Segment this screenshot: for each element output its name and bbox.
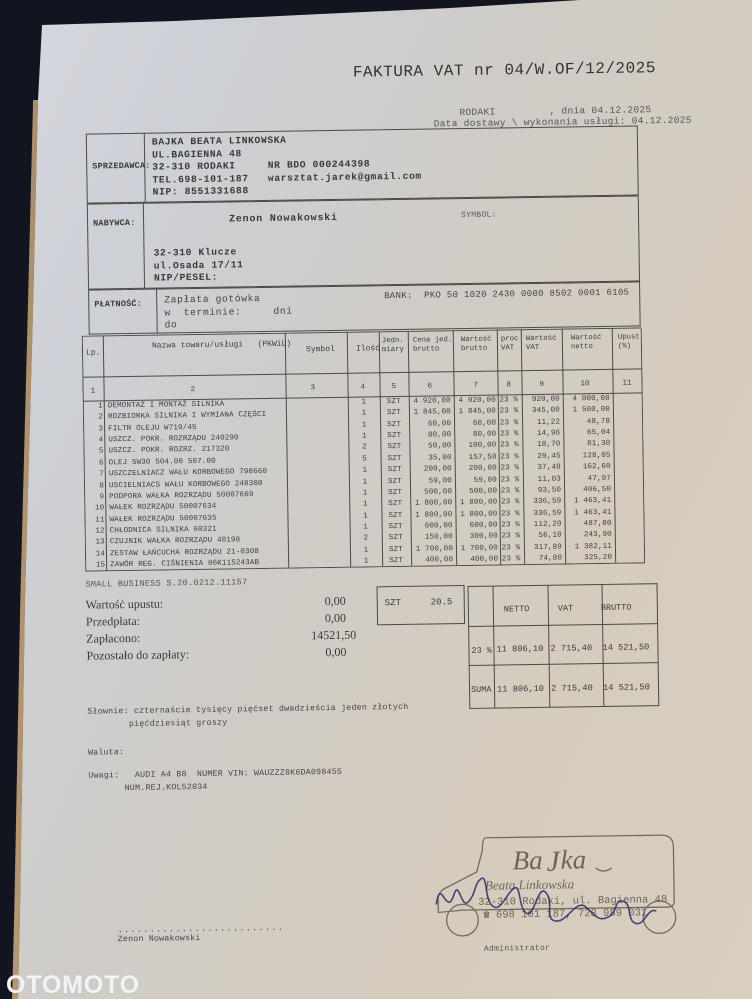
svg-text:OTOMOTO: OTOMOTO <box>6 971 140 999</box>
